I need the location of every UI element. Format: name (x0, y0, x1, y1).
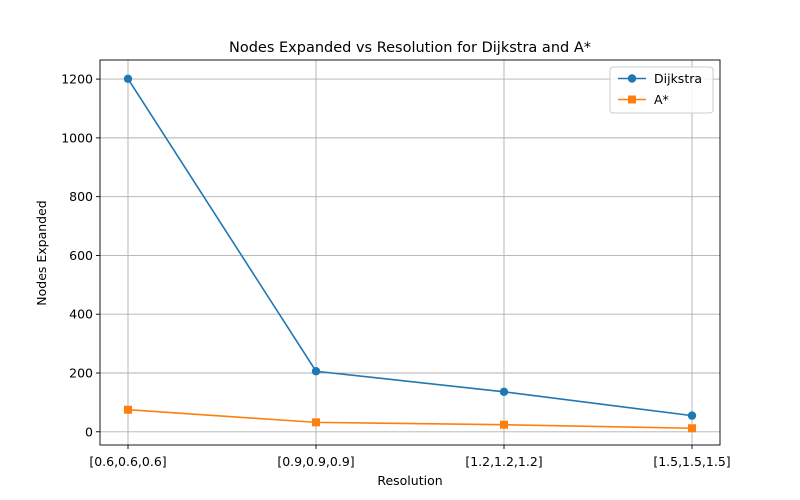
legend-label: A* (654, 92, 669, 107)
data-point (311, 367, 321, 376)
legend-item: Dijkstra (618, 71, 702, 86)
data-point (124, 405, 132, 414)
x-axis-label: Resolution (377, 473, 442, 488)
y-tick-label: 800 (69, 189, 93, 204)
legend-label: Dijkstra (654, 71, 702, 86)
series-dijkstra (123, 74, 697, 420)
series-line (127, 408, 693, 430)
series-layer (123, 74, 697, 433)
y-axis: 0 200 400 600 800 1000 1200 (61, 72, 100, 439)
data-point (687, 411, 697, 420)
x-tick-label: [1.2,1.2,1.2] (465, 454, 542, 469)
data-point (312, 418, 320, 427)
x-tick-label: [0.9,0.9,0.9] (277, 454, 354, 469)
series-a-star (124, 405, 696, 433)
chart-title: Nodes Expanded vs Resolution for Dijkstr… (229, 40, 591, 56)
legend-marker (627, 74, 637, 83)
data-point (688, 424, 696, 433)
series-line (127, 78, 693, 417)
y-tick-label: 1000 (61, 130, 93, 145)
legend-item: A* (618, 92, 669, 107)
y-tick-label: 400 (69, 307, 93, 322)
legend-marker (628, 95, 636, 104)
grid (100, 60, 720, 445)
y-axis-label: Nodes Expanded (34, 200, 49, 305)
y-tick-label: 0 (85, 424, 93, 439)
x-tick-label: [0.6,0.6,0.6] (89, 454, 166, 469)
data-point (123, 74, 133, 84)
x-axis: [0.6,0.6,0.6] [0.9,0.9,0.9] [1.2,1.2,1.2] [… (89, 445, 731, 469)
y-tick-label: 600 (69, 248, 93, 263)
y-tick-label: 200 (69, 365, 93, 380)
data-point (499, 387, 509, 397)
plot-frame (99, 59, 721, 446)
legend: Dijkstra A* (609, 66, 714, 114)
data-point (500, 420, 508, 429)
y-tick-label: 1200 (61, 72, 93, 87)
x-tick-label: [1.5,1.5,1.5] (653, 454, 730, 469)
